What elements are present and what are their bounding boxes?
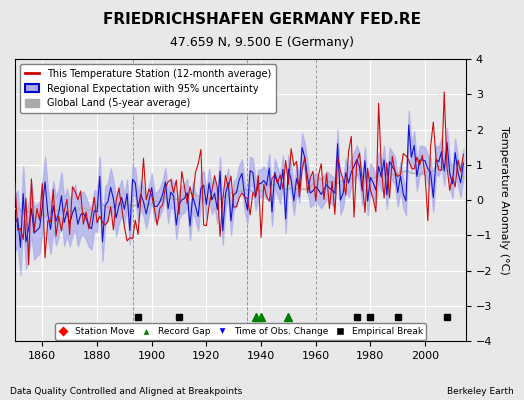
Text: Berkeley Earth: Berkeley Earth — [447, 387, 514, 396]
Text: 47.659 N, 9.500 E (Germany): 47.659 N, 9.500 E (Germany) — [170, 36, 354, 49]
Legend: Station Move, Record Gap, Time of Obs. Change, Empirical Break: Station Move, Record Gap, Time of Obs. C… — [55, 323, 426, 340]
Y-axis label: Temperature Anomaly (°C): Temperature Anomaly (°C) — [499, 126, 509, 274]
Text: FRIEDRICHSHAFEN GERMANY FED.RE: FRIEDRICHSHAFEN GERMANY FED.RE — [103, 12, 421, 27]
Text: Data Quality Controlled and Aligned at Breakpoints: Data Quality Controlled and Aligned at B… — [10, 387, 243, 396]
